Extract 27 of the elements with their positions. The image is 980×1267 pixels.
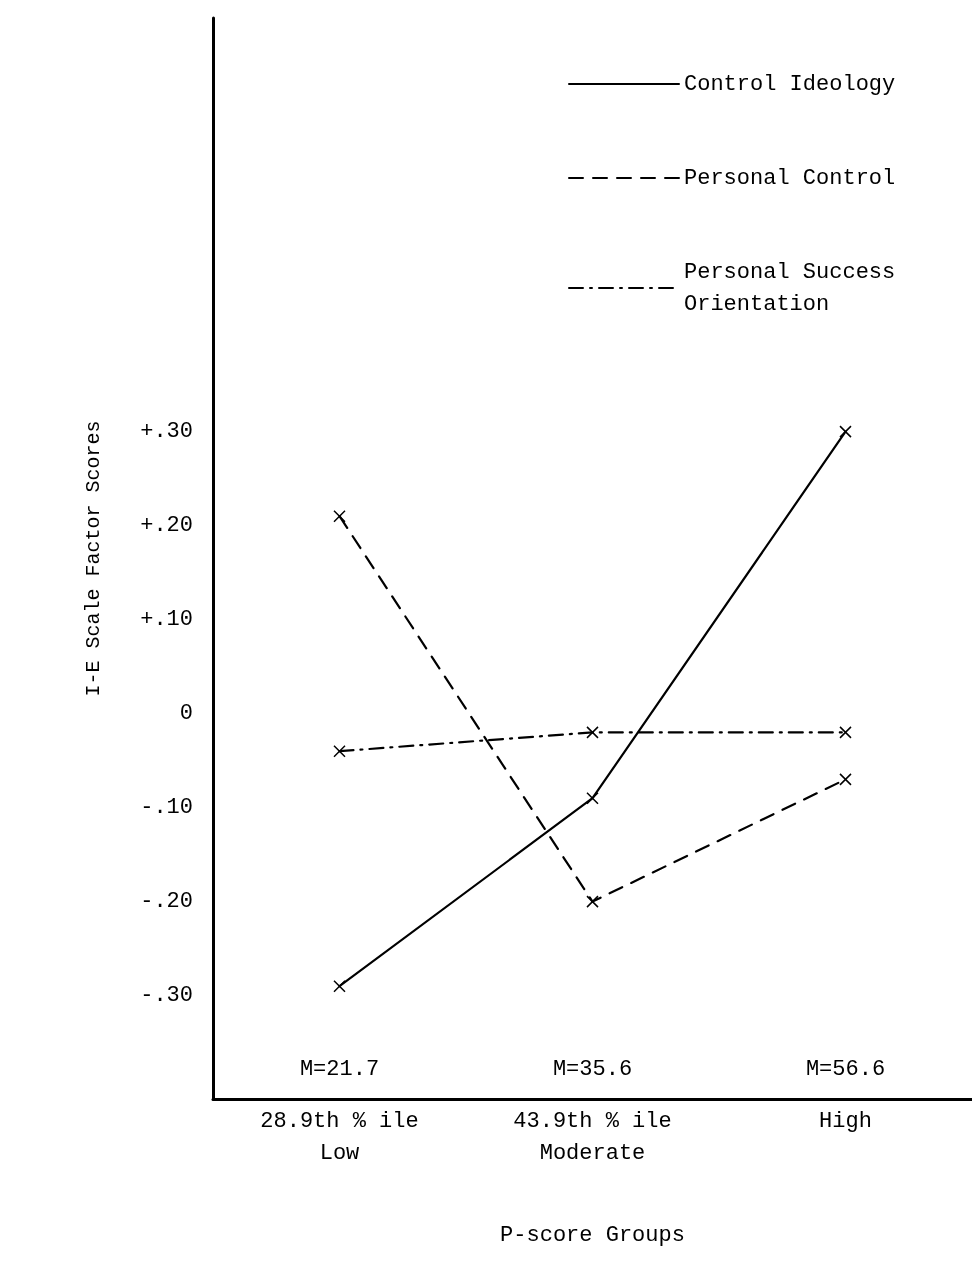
point (839, 773, 852, 786)
x-tick-label: High (819, 1108, 872, 1134)
y-tick-label: -.30 (140, 983, 193, 1009)
x-tick-label: 28.9th % ile Low (260, 1108, 419, 1166)
point (586, 726, 599, 739)
y-tick-label: -.10 (140, 795, 193, 821)
point (586, 791, 599, 805)
annotation: M=35.6 (552, 1056, 633, 1082)
y-tick-label: +.20 (140, 513, 193, 539)
point (333, 744, 346, 758)
point (333, 979, 346, 993)
annotation: M=21.7 (299, 1056, 380, 1082)
x-tick-label: 43.9th % ile Moderate (513, 1108, 672, 1166)
y-tick-label: +.30 (140, 419, 193, 445)
annotation: M=56.6 (805, 1056, 886, 1082)
point (333, 509, 346, 523)
legend-label: Personal Success Orientation (684, 259, 909, 317)
legend-label: Personal Control (684, 165, 896, 191)
legend-label: Control Ideology (684, 71, 896, 97)
y-axis-title: I-E Scale Factor Scores (81, 420, 105, 697)
point (839, 726, 852, 739)
point (839, 425, 852, 438)
y-tick-label: +.10 (140, 607, 193, 633)
x-axis-title: P-score Groups (500, 1222, 685, 1248)
y-tick-label: -.20 (140, 889, 193, 915)
y-tick-label: 0 (179, 701, 193, 727)
point (586, 895, 599, 908)
